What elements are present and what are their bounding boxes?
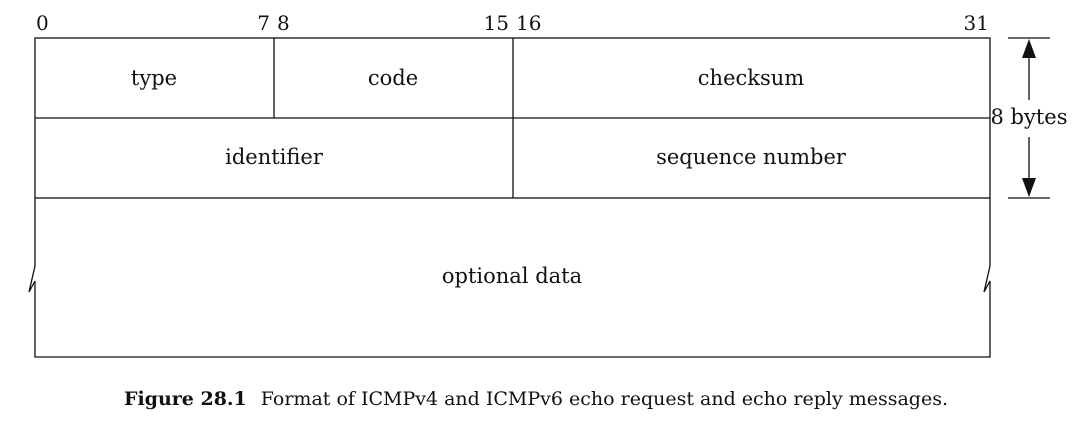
bit-label-0: 0 bbox=[36, 11, 49, 35]
arrow-up-icon bbox=[1022, 39, 1036, 58]
field-checksum: checksum bbox=[698, 66, 805, 90]
bit-label-8: 8 bbox=[277, 11, 290, 35]
figure-number: Figure 28.1 bbox=[123, 388, 247, 410]
field-optional-data: optional data bbox=[442, 264, 582, 288]
field-sequence-number: sequence number bbox=[656, 145, 847, 169]
figure-caption: Figure 28.1 Format of ICMPv4 and ICMPv6 e… bbox=[0, 388, 1072, 410]
field-type: type bbox=[131, 66, 177, 90]
field-identifier: identifier bbox=[225, 145, 324, 169]
arrow-down-icon bbox=[1022, 178, 1036, 197]
bit-label-7: 7 bbox=[257, 11, 270, 35]
bit-label-15: 15 bbox=[484, 11, 509, 35]
icmp-echo-format-diagram: 0 7 8 15 16 31 type code checksum identi… bbox=[28, 11, 1068, 358]
field-code: code bbox=[368, 66, 418, 90]
size-bracket bbox=[1008, 37, 1050, 199]
size-label: 8 bytes bbox=[991, 105, 1068, 129]
header-frame bbox=[34, 37, 991, 199]
bit-label-31: 31 bbox=[964, 11, 989, 35]
bit-label-16: 16 bbox=[516, 11, 541, 35]
optional-data-outline bbox=[28, 198, 991, 358]
caption-text: Format of ICMPv4 and ICMPv6 echo request… bbox=[260, 388, 949, 410]
